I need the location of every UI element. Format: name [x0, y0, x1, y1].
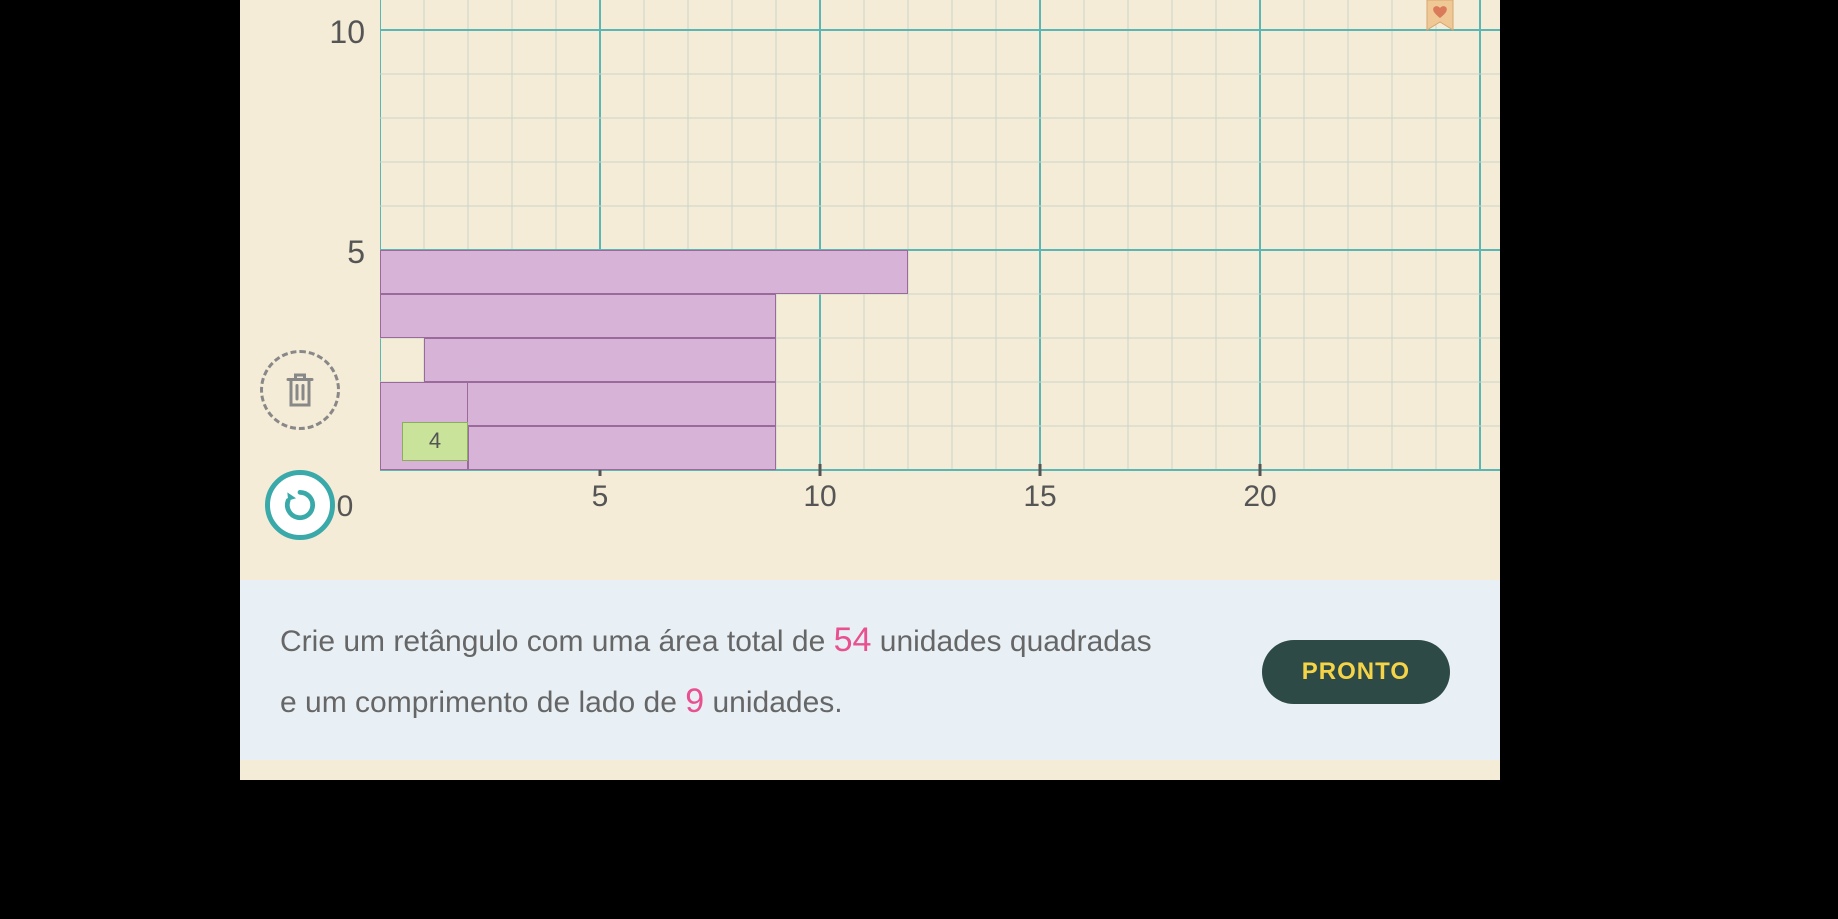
trash-button[interactable]: [260, 350, 340, 430]
shape-block[interactable]: [424, 338, 776, 382]
pronto-button[interactable]: PRONTO: [1262, 640, 1450, 704]
shape-block[interactable]: [380, 294, 776, 338]
shape-block[interactable]: [468, 426, 776, 470]
y-axis-label-5: 5: [315, 234, 365, 271]
toolbar: [260, 350, 350, 540]
instruction-bar: Crie um retângulo com uma área total de …: [240, 580, 1500, 760]
bookmark-icon[interactable]: [1425, 0, 1455, 35]
reset-button[interactable]: [265, 470, 335, 540]
x-axis-label-15: 15: [1023, 480, 1056, 514]
grid-canvas[interactable]: 10 5 0 5 10 15 20 4: [380, 0, 1500, 560]
instruction-text-part2: unidades quadradas: [871, 625, 1151, 658]
x-axis-label-10: 10: [803, 480, 836, 514]
instruction-text-part4: unidades.: [704, 686, 842, 719]
instruction-text-part3: e um comprimento de lado de: [280, 686, 685, 719]
trash-icon: [282, 370, 318, 410]
y-axis-label-10: 10: [315, 14, 365, 51]
unit-counter[interactable]: 4: [402, 422, 468, 462]
x-axis-label-5: 5: [592, 480, 609, 514]
shape-block[interactable]: [380, 250, 908, 294]
reset-icon: [281, 486, 319, 524]
area-value: 54: [834, 621, 872, 659]
side-value: 9: [685, 682, 704, 720]
instruction-text-part1: Crie um retângulo com uma área total de: [280, 625, 834, 658]
x-axis-label-20: 20: [1243, 480, 1276, 514]
